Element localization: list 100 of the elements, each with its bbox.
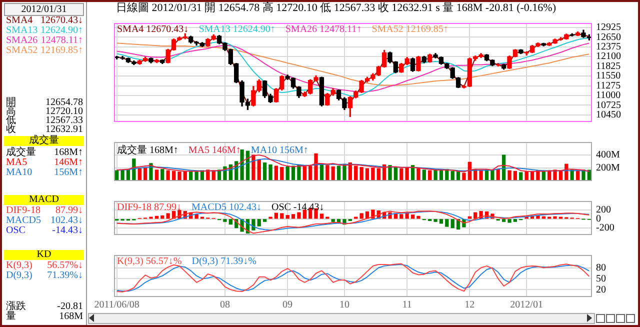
x-tick-label: 2011/06/08 <box>94 300 140 311</box>
series-label: OSC -14.43↓ <box>271 202 324 213</box>
text: SMA26 12478.11↑ <box>285 24 362 35</box>
bar <box>274 212 278 219</box>
text: 12624.90↑ <box>40 25 83 36</box>
y-tick-label: 11000 <box>596 90 621 102</box>
x-tick-label: 2012/01 <box>510 300 543 311</box>
bar <box>524 172 528 181</box>
y-tick-label: 12375 <box>596 41 621 52</box>
bar <box>280 213 284 219</box>
bar <box>297 212 301 219</box>
series-label: MA5 146M↑ <box>188 145 241 156</box>
bar <box>331 219 335 222</box>
text: SMA52 12169.85↑ <box>372 24 448 35</box>
bar <box>314 153 318 181</box>
y-tick-label: 200M <box>596 162 620 174</box>
bar <box>360 213 364 219</box>
bar <box>400 214 404 219</box>
text: MACD <box>4 194 84 205</box>
bar <box>194 172 198 181</box>
bar <box>513 219 518 222</box>
text: 12670.43↓ <box>40 15 83 26</box>
text: 12169.85↑ <box>40 45 83 56</box>
text: 56.57%↓ <box>47 260 83 271</box>
series-label: MA10 156M↑ <box>250 145 308 156</box>
bar <box>388 165 392 181</box>
text: 146M↑ <box>54 157 83 168</box>
chart-title: 日線圖 2012/01/31 開 12654.78 高 12720.10 低 12567.33 收 12632.91 s 量 168M -20.81 (-0.16%) <box>116 0 556 15</box>
text: 12478.11↑ <box>40 35 83 46</box>
y-tick-label: 12100 <box>596 51 621 62</box>
bar <box>223 219 227 222</box>
x-tick-label: 11 <box>402 300 412 311</box>
bar <box>445 219 449 227</box>
bar <box>479 170 483 181</box>
bar <box>286 166 290 181</box>
bar <box>291 214 296 219</box>
bar <box>553 216 557 219</box>
text: 12720.10 <box>46 106 83 117</box>
y-tick-label: 10725 <box>596 100 621 111</box>
text: SMA13 <box>6 25 38 36</box>
y-tick-label: 20 <box>596 284 606 296</box>
bar <box>274 166 278 181</box>
bar <box>302 210 306 219</box>
text: 102.43↓ <box>50 215 83 226</box>
bar <box>416 168 420 181</box>
text: -20.81 <box>57 301 83 312</box>
text: SMA26 <box>6 35 38 46</box>
bar <box>268 164 272 181</box>
text: 成交量 <box>6 147 36 158</box>
text: SMA52 <box>6 45 38 56</box>
text: 開 <box>6 97 16 108</box>
bar <box>450 219 454 228</box>
y-tick-label: 11550 <box>596 70 621 82</box>
bar <box>410 214 415 219</box>
bar <box>262 219 267 222</box>
bar <box>416 216 420 219</box>
series-label: MACD5 102.43↓ <box>191 202 262 213</box>
text: 12632.91 <box>46 124 83 135</box>
text: MA10 <box>6 167 32 178</box>
bar <box>502 219 506 222</box>
y-tick-label: 0 <box>596 214 601 225</box>
bar <box>326 165 330 181</box>
y-tick-label: 200 <box>596 204 611 216</box>
text: 收 <box>6 124 16 135</box>
y-tick-label: 400M <box>596 150 620 161</box>
series-label: SMA4 12670.43↓ <box>117 24 189 35</box>
text: 低 <box>6 115 16 126</box>
bar <box>257 219 261 226</box>
series-label: K(9,3) 56.57↓% <box>117 256 182 267</box>
text: MACD5 <box>6 215 42 226</box>
text: 168M <box>59 311 83 322</box>
text: -14.43↓ <box>52 225 83 236</box>
y-tick-label: 11825 <box>596 60 621 72</box>
series-label: D(9,3) 71.39↓% <box>192 256 256 267</box>
series-label: DIF9-18 87.99↓ <box>117 202 182 213</box>
x-tick-label: 10 <box>339 300 350 311</box>
text: 71.39%↓ <box>47 270 83 281</box>
bar <box>434 170 438 181</box>
text: 2012/01/31 <box>4 3 84 16</box>
bar <box>508 170 512 181</box>
y-tick-label: 12650 <box>596 32 621 43</box>
x-tick-label: 09 <box>282 300 293 311</box>
text: MA5 <box>6 157 28 168</box>
text: 12654.78 <box>46 97 83 108</box>
bar <box>508 219 512 223</box>
y-tick-label: 11275 <box>596 80 621 92</box>
text: SMA4 <box>6 15 33 26</box>
text: 12567.33 <box>46 115 83 126</box>
series-label: 成交量 168M↑ <box>117 145 178 156</box>
bar <box>240 149 244 181</box>
bar <box>462 172 466 181</box>
bar <box>286 214 290 219</box>
y-tick-label: 10450 <box>596 110 621 121</box>
text: 成交量 <box>4 135 84 146</box>
text: 156M↑ <box>54 167 83 178</box>
y-tick-label: 80 <box>596 262 606 274</box>
y-tick-label: 12925 <box>596 22 621 34</box>
text: DIF9-18 <box>6 205 40 216</box>
bar <box>166 213 170 219</box>
bar <box>354 166 358 181</box>
